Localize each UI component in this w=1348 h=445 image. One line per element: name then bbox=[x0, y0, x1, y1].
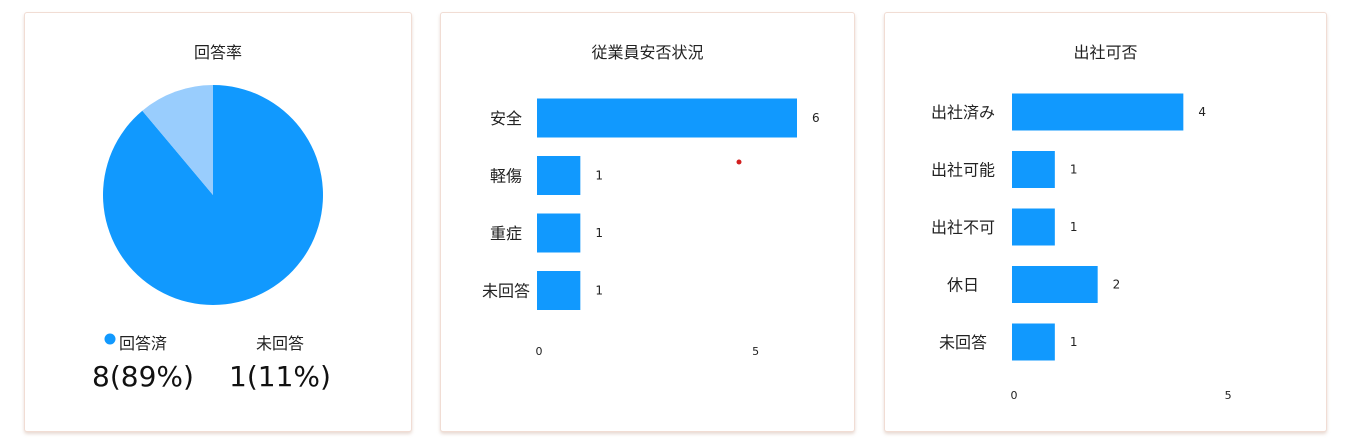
x-tick-5: 5 bbox=[1225, 389, 1232, 402]
category-label-未回答: 未回答 bbox=[482, 282, 530, 301]
legend-value-0: 8(89%) bbox=[92, 360, 194, 393]
category-label-出社済み: 出社済み bbox=[931, 103, 995, 122]
category-label-出社不可: 出社不可 bbox=[931, 218, 995, 237]
red-dot-marker bbox=[736, 159, 742, 165]
bar-出社可能 bbox=[1012, 151, 1055, 188]
value-label-軽傷: 1 bbox=[595, 169, 603, 183]
attendance-card: 出社可否 出社済み 4 出社可能 1 出社不可 1 休日 2 未回答 1 0 5 bbox=[884, 12, 1327, 432]
bar-軽傷 bbox=[537, 156, 581, 195]
response-rate-title: 回答率 bbox=[193, 43, 242, 62]
bar-未回答 bbox=[1012, 323, 1055, 361]
x-tick-5: 5 bbox=[752, 345, 759, 358]
category-label-未回答: 未回答 bbox=[939, 333, 987, 352]
bar-重症 bbox=[537, 213, 581, 253]
category-label-安全: 安全 bbox=[490, 109, 522, 128]
pie-slice-unanswered bbox=[142, 85, 213, 195]
legend-marker-answered bbox=[104, 333, 116, 345]
value-label-出社可能: 1 bbox=[1070, 163, 1078, 177]
attendance-title: 出社可否 bbox=[1073, 43, 1138, 62]
legend-name-1: 未回答 bbox=[256, 334, 304, 353]
bar-安全 bbox=[537, 98, 797, 138]
value-label-出社不可: 1 bbox=[1070, 220, 1078, 234]
employee-safety-bar-chart: 安全 6 軽傷 1 重症 1 未回答 1 0 5 bbox=[482, 98, 820, 358]
value-label-出社済み: 4 bbox=[1198, 105, 1206, 119]
value-label-重症: 1 bbox=[595, 226, 603, 240]
category-label-休日: 休日 bbox=[947, 276, 979, 295]
x-tick-0: 0 bbox=[536, 345, 543, 358]
response-rate-pie-chart: 回答済 8(89%) 未回答 1(11%) bbox=[92, 85, 331, 393]
value-label-未回答: 1 bbox=[1070, 335, 1078, 349]
category-label-出社可能: 出社可能 bbox=[931, 161, 995, 180]
x-tick-0: 0 bbox=[1011, 389, 1018, 402]
legend-name-0: 回答済 bbox=[119, 334, 167, 353]
value-label-未回答: 1 bbox=[595, 284, 603, 298]
legend-value-1: 1(11%) bbox=[229, 360, 331, 393]
response-rate-card: 回答率 回答済 8(89%) 未回答 1(11%) bbox=[24, 12, 412, 432]
value-label-休日: 2 bbox=[1113, 278, 1121, 292]
employee-safety-title: 従業員安否状況 bbox=[591, 43, 704, 62]
value-label-安全: 6 bbox=[812, 111, 820, 125]
employee-safety-card: 従業員安否状況 安全 6 軽傷 1 重症 1 未回答 1 0 5 bbox=[440, 12, 855, 432]
bar-休日 bbox=[1012, 266, 1098, 303]
category-label-重症: 重症 bbox=[490, 224, 522, 243]
attendance-bar-chart: 出社済み 4 出社可能 1 出社不可 1 休日 2 未回答 1 0 5 bbox=[931, 93, 1232, 402]
bar-出社不可 bbox=[1012, 208, 1055, 246]
bar-未回答 bbox=[537, 271, 581, 310]
category-label-軽傷: 軽傷 bbox=[490, 167, 522, 186]
bar-出社済み bbox=[1012, 93, 1184, 131]
